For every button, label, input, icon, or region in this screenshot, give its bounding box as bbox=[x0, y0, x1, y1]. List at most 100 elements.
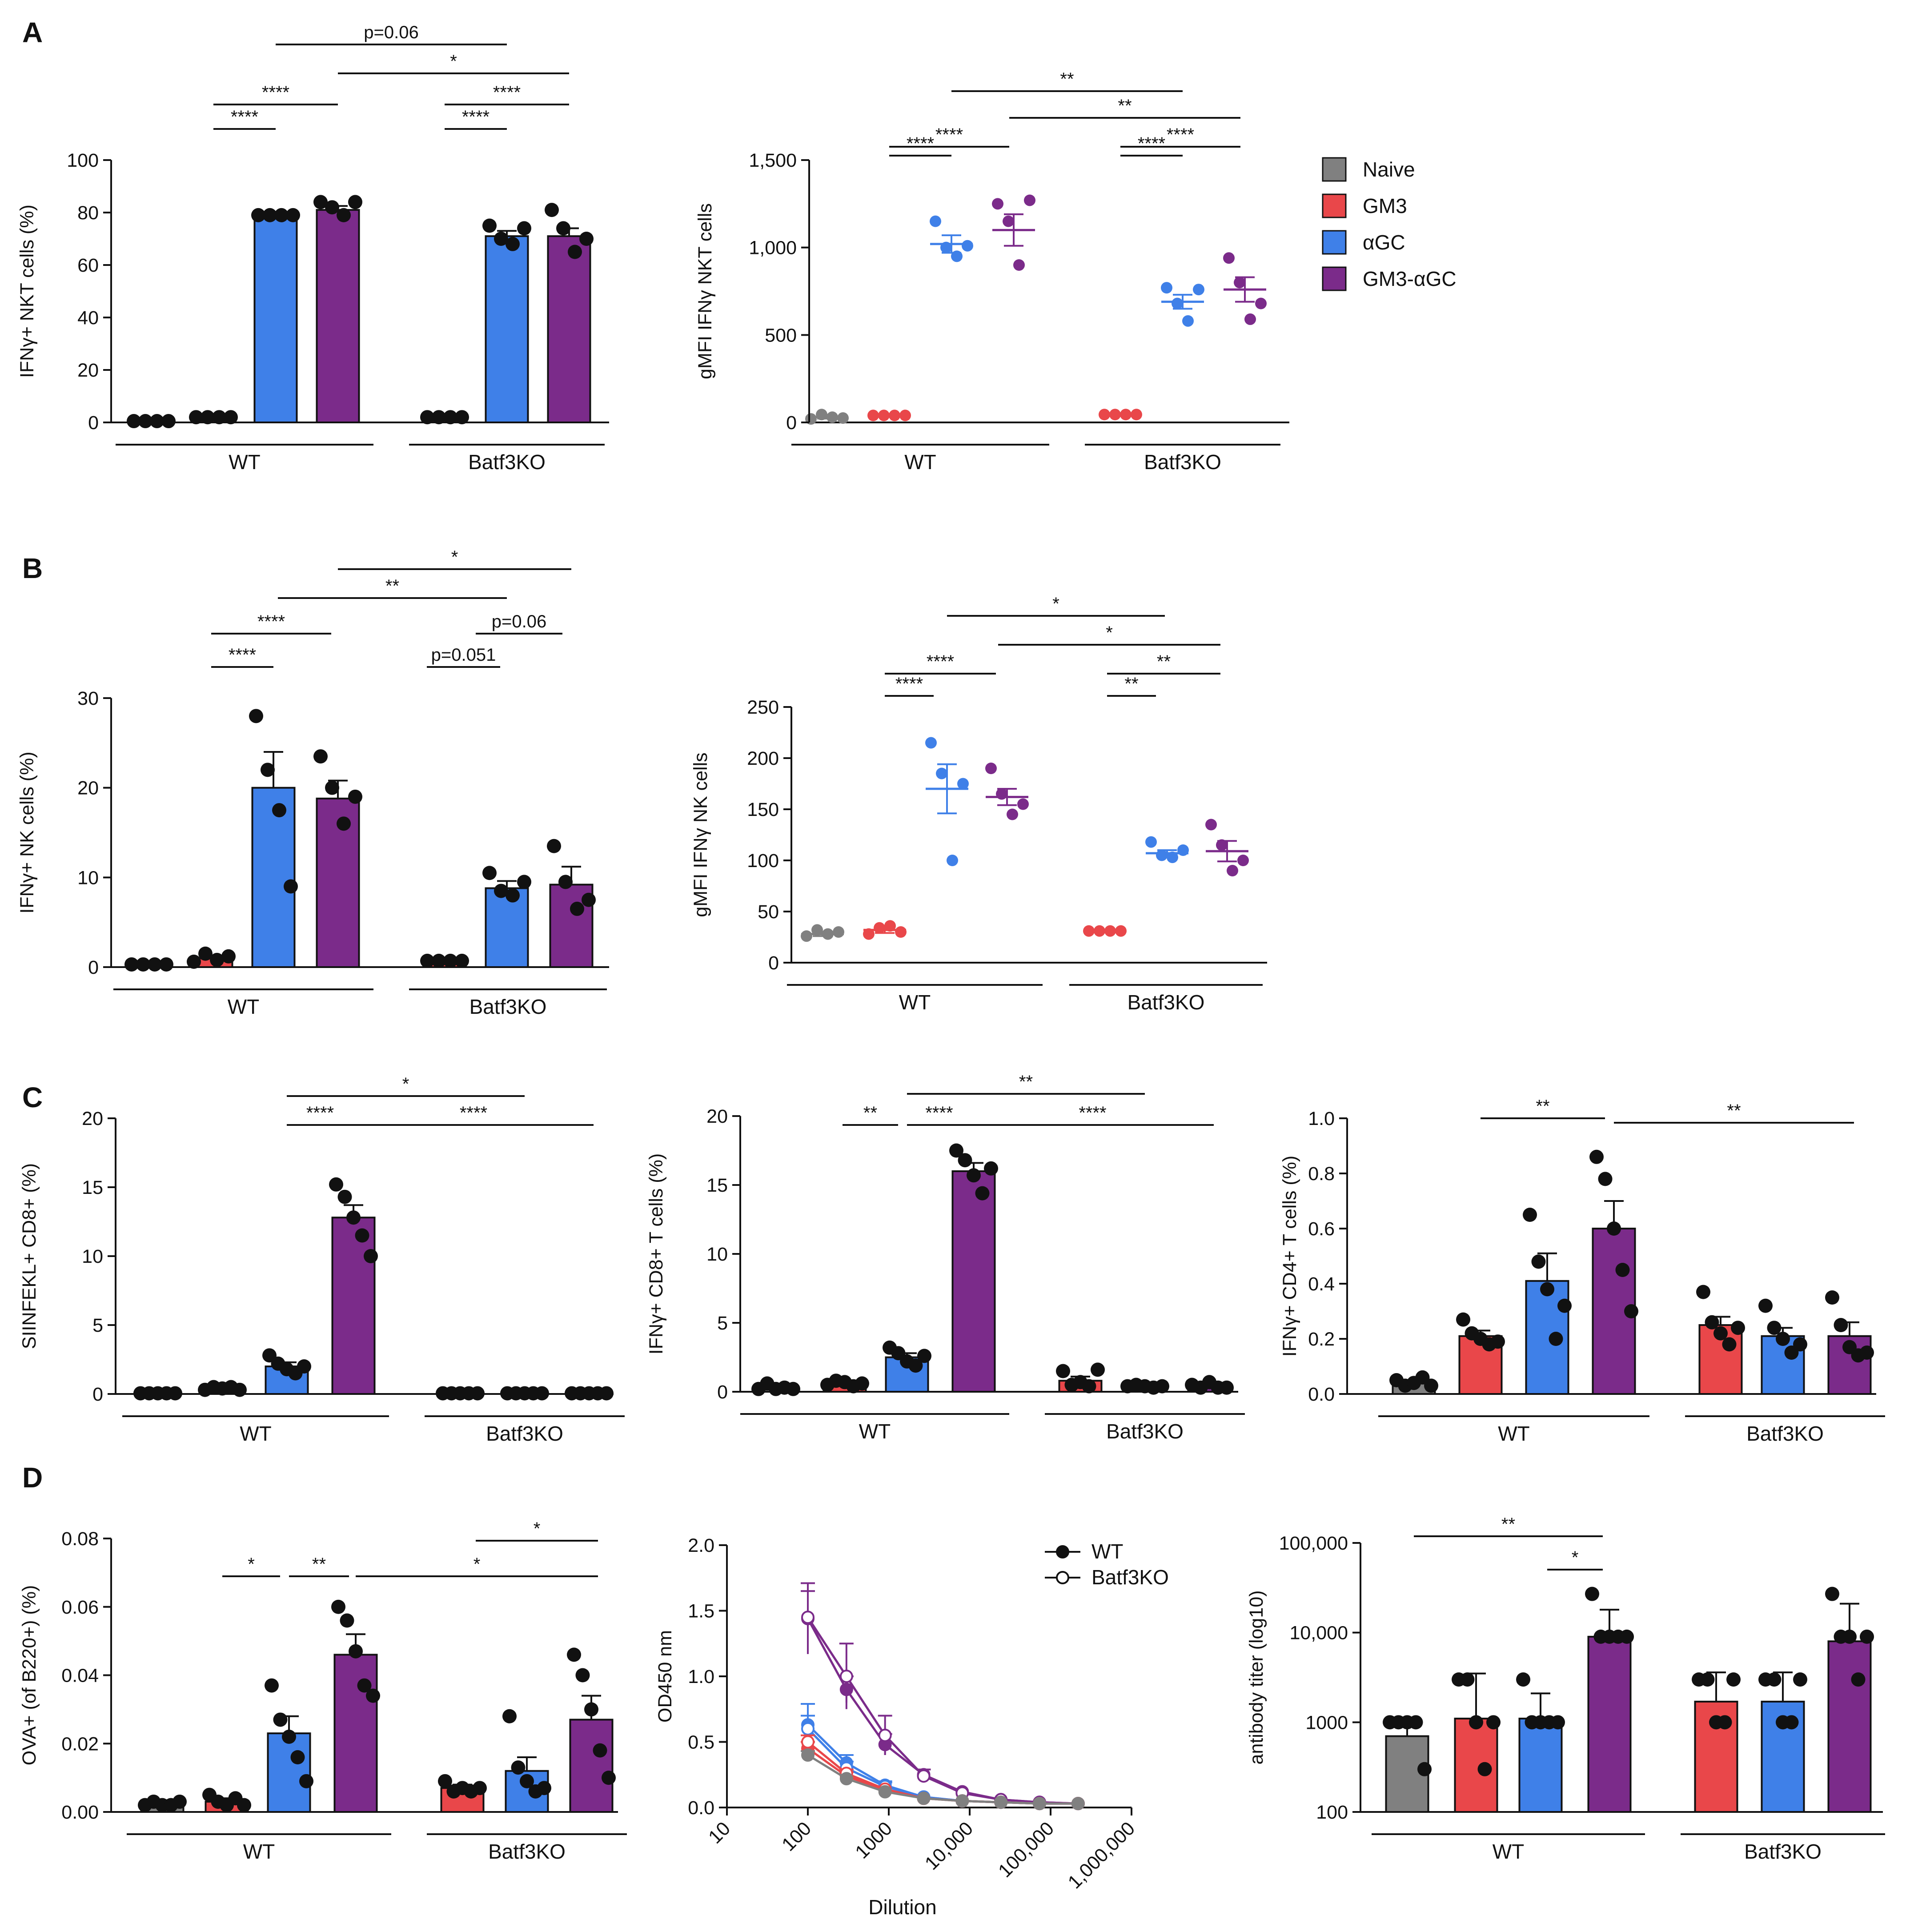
data-point bbox=[517, 221, 531, 236]
data-point bbox=[1549, 1332, 1563, 1346]
data-point bbox=[331, 1599, 345, 1614]
data-point bbox=[908, 1358, 923, 1373]
data-point bbox=[494, 232, 508, 246]
data-point bbox=[545, 203, 559, 217]
significance-label: * bbox=[248, 1554, 255, 1574]
data-point bbox=[438, 1774, 452, 1788]
significance-label: * bbox=[1572, 1548, 1579, 1567]
y-tick-label: 0 bbox=[768, 952, 779, 974]
data-point bbox=[1705, 1315, 1719, 1330]
y-tick-label: 0 bbox=[786, 412, 797, 434]
bar-Batf3KO-GM3-αGC bbox=[1825, 1587, 1874, 1813]
data-point bbox=[1131, 409, 1142, 421]
data-point bbox=[1700, 1672, 1715, 1687]
y-tick-label: 0 bbox=[717, 1382, 728, 1403]
data-point bbox=[325, 780, 339, 795]
data-point bbox=[975, 1186, 990, 1201]
data-point bbox=[936, 767, 947, 779]
chart-D3: WT Batf3KO 100 1000 10,000 100,000 antibody ti… bbox=[1246, 1514, 1885, 1863]
data-point bbox=[801, 1748, 815, 1762]
data-point bbox=[1557, 1298, 1572, 1313]
y-axis-label: IFNγ+ CD4+ T cells (%) bbox=[1279, 1156, 1300, 1357]
group-label: Batf3KO bbox=[468, 450, 546, 474]
data-point bbox=[1193, 284, 1204, 296]
significance-label: p=0.06 bbox=[364, 23, 418, 42]
data-point bbox=[455, 410, 469, 425]
data-point bbox=[955, 1794, 969, 1808]
series-Batf3KO-αGC bbox=[801, 1715, 1085, 1811]
data-point bbox=[1227, 865, 1238, 876]
bar-WT-Naive bbox=[133, 1386, 182, 1401]
data-point bbox=[1167, 852, 1178, 864]
group-label: WT bbox=[904, 450, 936, 474]
data-point bbox=[878, 410, 890, 422]
data-point bbox=[187, 954, 201, 969]
bar-Batf3KO-GM3-αGC bbox=[1223, 252, 1267, 325]
data-point bbox=[124, 957, 139, 972]
y-tick-label: 0.6 bbox=[1308, 1218, 1335, 1240]
significance-label: **** bbox=[895, 674, 923, 694]
data-point bbox=[420, 953, 434, 968]
data-point bbox=[1696, 1285, 1710, 1299]
bar-WT-GM3-αGC bbox=[985, 763, 1029, 820]
significance-label: p=0.06 bbox=[492, 612, 546, 631]
bar-Batf3KO-GM3-αGC bbox=[1205, 819, 1249, 876]
data-point bbox=[286, 208, 300, 222]
bar bbox=[951, 1170, 996, 1393]
data-point bbox=[482, 218, 497, 233]
bar-WT-αGC bbox=[262, 1348, 311, 1395]
y-axis-label: IFNγ+ NK cells (%) bbox=[16, 751, 38, 913]
significance-label: ** bbox=[1727, 1101, 1741, 1121]
bar bbox=[316, 209, 360, 423]
data-point bbox=[127, 414, 141, 429]
y-tick-label: 10 bbox=[82, 1246, 103, 1267]
data-point bbox=[786, 1382, 800, 1396]
bar-Batf3KO-GM3-αGC bbox=[567, 1647, 616, 1813]
data-point bbox=[801, 1611, 815, 1624]
y-axis-label: IFNγ+ CD8+ T cells (%) bbox=[646, 1153, 667, 1354]
y-tick-label: 0.00 bbox=[61, 1802, 99, 1823]
y-tick-label: 200 bbox=[747, 748, 779, 769]
data-point bbox=[1540, 1282, 1554, 1297]
significance-label: **** bbox=[229, 645, 256, 665]
legend-label: αGC bbox=[1363, 231, 1405, 254]
bar bbox=[1454, 1717, 1498, 1813]
legend-marker bbox=[1056, 1545, 1069, 1558]
data-point bbox=[1220, 1380, 1234, 1395]
data-point bbox=[261, 763, 275, 777]
group-label: WT bbox=[899, 991, 931, 1014]
bar bbox=[485, 887, 529, 968]
data-point bbox=[1408, 1715, 1423, 1730]
data-point bbox=[1205, 819, 1217, 831]
significance-label: * bbox=[1052, 594, 1059, 614]
data-point bbox=[1834, 1318, 1848, 1332]
bar-WT-GM3 bbox=[863, 920, 907, 940]
chart-D1: WT Batf3KO 0.00 0.02 0.04 0.06 0.08 OVA+ (of B2… bbox=[19, 1519, 627, 1863]
bar-WT-Naive bbox=[805, 409, 849, 425]
bar bbox=[547, 235, 591, 423]
data-point bbox=[273, 1712, 288, 1727]
data-point bbox=[290, 1750, 305, 1764]
bar bbox=[333, 1654, 378, 1813]
data-point bbox=[1003, 215, 1014, 227]
bar-WT-Naive bbox=[801, 924, 844, 942]
y-tick-label: 0.8 bbox=[1308, 1163, 1335, 1185]
bar-WT-αGC bbox=[925, 737, 969, 866]
data-point bbox=[1477, 1762, 1492, 1776]
data-point bbox=[337, 208, 351, 222]
y-tick-label: 1000 bbox=[1305, 1712, 1348, 1733]
data-point bbox=[958, 1153, 972, 1168]
bar-WT-GM3-αGC bbox=[313, 749, 362, 968]
data-point bbox=[1083, 925, 1095, 937]
data-point bbox=[855, 1376, 869, 1391]
bar-WT-αGC bbox=[1516, 1672, 1565, 1813]
data-point bbox=[1469, 1715, 1483, 1730]
data-point bbox=[1793, 1672, 1807, 1687]
data-point bbox=[366, 1688, 380, 1703]
bar-WT-GM3 bbox=[202, 1787, 251, 1813]
bar bbox=[1827, 1640, 1872, 1813]
legend-label: Batf3KO bbox=[1091, 1566, 1169, 1589]
data-point bbox=[168, 1386, 182, 1401]
data-point bbox=[1585, 1587, 1599, 1601]
data-point bbox=[584, 1702, 598, 1717]
